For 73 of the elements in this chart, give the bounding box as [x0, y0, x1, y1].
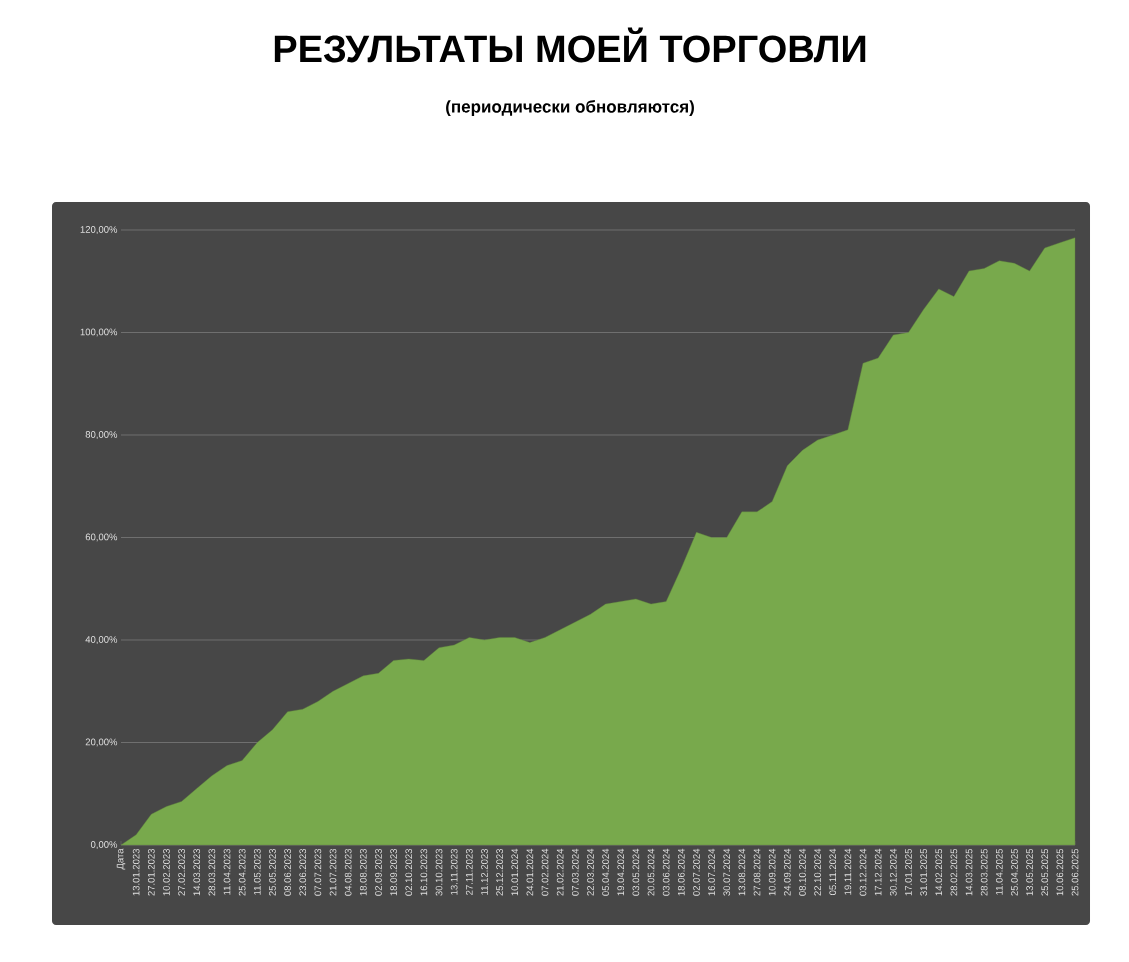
x-tick-label: 07.02.2024 [541, 848, 549, 896]
x-tick-label: 30.10.2023 [435, 848, 443, 896]
x-tick-label: 17.12.2024 [874, 848, 882, 896]
x-tick-label: 25.05.2023 [269, 848, 276, 896]
x-tick-label: 08.06.2023 [284, 848, 291, 896]
x-tick-label: 30.12.2024 [889, 848, 897, 896]
x-tick-label: 27.02.2023 [178, 848, 185, 896]
x-tick-label: 27.08.2024 [753, 848, 761, 896]
x-tick-label: 22.10.2024 [814, 848, 821, 896]
x-tick-label: 28.03.2025 [980, 848, 988, 896]
x-tick-label: 18.09.2023 [390, 848, 397, 896]
x-tick-label: 25.05.2025 [1041, 848, 1049, 896]
x-tick-label: 25.04.2023 [238, 848, 246, 896]
x-tick-label: 30.07.2024 [723, 848, 731, 896]
x-tick-label: 04.08.2023 [344, 848, 352, 896]
x-tick-label: 23.06.2023 [299, 848, 307, 896]
x-tick-label: 02.10.2023 [405, 848, 413, 896]
x-tick-label: 22.03.2024 [587, 848, 594, 896]
x-tick-label: 14.03.2025 [965, 848, 973, 896]
x-tick-label: 18.08.2023 [359, 848, 367, 896]
x-tick-label: 11.12.2023 [481, 848, 488, 895]
chart-title: РЕЗУЛЬТАТЫ МОЕЙ ТОРГОВЛИ [274, 27, 866, 63]
x-tick-label: 10.01.2024 [511, 848, 519, 896]
x-tick-label: 16.07.2024 [708, 848, 715, 896]
x-tick-label: 25.04.2025 [1011, 848, 1018, 896]
x-tick-label: 24.01.2024 [526, 848, 534, 896]
x-tick-label: 03.12.2024 [859, 848, 867, 896]
x-tick-label: 05.11.2024 [829, 848, 837, 895]
x-tick-label: 11.04.2023 [223, 848, 231, 895]
x-tick-label: Дата [116, 848, 126, 870]
x-tick-label: 27.01.2023 [147, 848, 155, 896]
y-tick-label: 100,00% [80, 328, 118, 337]
x-tick-label: 21.07.2023 [329, 848, 337, 896]
x-tick-label: 25.12.2023 [496, 848, 503, 896]
chart-subtitle: (периодически обновляются) [446, 99, 694, 116]
x-tick-label: 11.05.2023 [253, 848, 261, 895]
x-tick-label: 24.09.2024 [783, 848, 791, 896]
x-tick-label: 05.04.2024 [602, 848, 609, 896]
x-tick-label: 16.10.2023 [420, 848, 428, 896]
x-tick-label: 20.05.2024 [647, 848, 655, 896]
x-tick-label: 08.10.2024 [799, 848, 806, 896]
x-tick-label: 03.06.2024 [662, 848, 670, 896]
x-tick-label: 07.03.2024 [571, 848, 579, 896]
y-tick-label: 20,00% [85, 738, 118, 747]
x-tick-label: 11.04.2025 [995, 848, 1003, 895]
x-tick-label: 19.11.2024 [844, 848, 852, 895]
y-tick-label: 80,00% [85, 431, 118, 439]
x-tick-label: 02.07.2024 [693, 848, 700, 896]
y-tick-label: 60,00% [85, 533, 118, 542]
x-tick-label: 10.09.2024 [768, 848, 776, 896]
x-tick-label: 13.05.2025 [1026, 848, 1033, 896]
x-tick-label: 25.06.2025 [1071, 848, 1079, 896]
x-tick-label: 13.11.2023 [450, 848, 458, 895]
x-tick-label: 27.11.2023 [465, 848, 473, 895]
x-tick-label: 14.03.2023 [193, 848, 201, 896]
x-tick-label: 10.02.2023 [163, 848, 170, 896]
x-tick-label: 03.05.2024 [632, 848, 640, 896]
x-tick-label: 13.01.2023 [132, 848, 140, 896]
y-tick-label: 120,00% [80, 226, 118, 234]
x-tick-label: 18.06.2024 [677, 848, 685, 896]
x-tick-label: 31.01.2025 [920, 848, 927, 896]
x-tick-label: 02.09.2023 [375, 848, 382, 896]
x-tick-label: 10.06.2025 [1056, 848, 1064, 896]
x-tick-label: 13.08.2024 [738, 848, 746, 896]
x-tick-label: 28.02.2025 [950, 848, 958, 896]
x-tick-label: 21.02.2024 [556, 848, 564, 896]
x-tick-label: 17.01.2025 [905, 848, 912, 896]
y-tick-label: 0,00% [90, 841, 118, 849]
x-tick-label: 14.02.2025 [935, 848, 943, 896]
x-tick-label: 28.03.2023 [208, 848, 216, 896]
y-tick-label: 40,00% [85, 636, 118, 644]
x-tick-label: 19.04.2024 [617, 848, 625, 896]
x-tick-label: 07.07.2023 [314, 848, 322, 896]
